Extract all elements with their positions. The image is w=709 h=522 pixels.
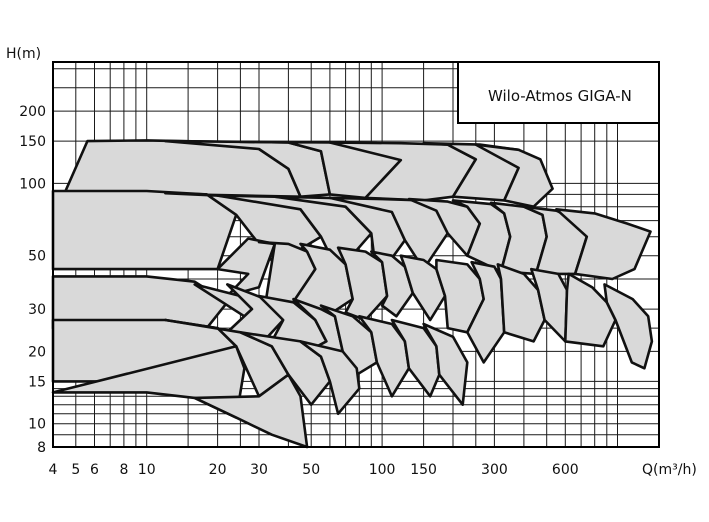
x-tick-label: 300 — [481, 462, 508, 478]
pump-field-43 — [193, 373, 309, 449]
y-tick-label: 30 — [28, 302, 46, 318]
y-tick-label: 8 — [37, 440, 46, 456]
pump-field-27 — [564, 272, 617, 348]
pump-field-22 — [399, 254, 447, 322]
x-tick-label: 30 — [250, 462, 268, 478]
x-axis-label: Q(m³/h) — [642, 462, 697, 478]
plot-frame — [52, 61, 660, 448]
x-tick-label: 150 — [410, 462, 437, 478]
x-tick-label: 20 — [209, 462, 227, 478]
x-tick-label: 4 — [49, 462, 58, 478]
pump-field-36 — [390, 318, 441, 398]
y-tick-label: 150 — [19, 134, 46, 150]
pump-field-35 — [358, 315, 411, 398]
pump-field-21 — [370, 250, 415, 318]
y-tick-label: 50 — [28, 249, 46, 265]
pump-field-37 — [422, 322, 469, 406]
tick-labels: 4 5 6 8 10 20 30 50 100 150 300 600 200 150 100 50 30 20 1… — [19, 104, 578, 478]
legend-box: Wilo-Atmos GIGA-N — [457, 61, 660, 124]
pump-field-34 — [319, 304, 379, 376]
pump-field-28 — [603, 283, 654, 370]
y-tick-label: 20 — [28, 344, 46, 360]
x-tick-label: 10 — [138, 462, 156, 478]
pump-field-25 — [496, 263, 546, 343]
pump-field-6 — [474, 143, 554, 208]
y-tick-label: 100 — [19, 176, 46, 192]
x-tick-label: 8 — [119, 462, 128, 478]
x-tick-label: 5 — [71, 462, 80, 478]
y-axis-label: H(m) — [6, 46, 41, 62]
pump-field-7 — [51, 189, 238, 271]
y-tick-label: 15 — [28, 374, 46, 390]
pump-field-16 — [555, 208, 652, 281]
pump-field-41 — [299, 340, 361, 416]
x-tick-label: 100 — [369, 462, 396, 478]
x-tick-label: 50 — [302, 462, 320, 478]
y-tick-label: 200 — [19, 104, 46, 120]
x-tick-label: 600 — [552, 462, 579, 478]
legend-text: Wilo-Atmos GIGA-N — [488, 87, 632, 105]
pump-field-24 — [466, 260, 506, 364]
y-tick-label: 10 — [28, 417, 46, 433]
performance-fields — [51, 139, 654, 449]
x-tick-label: 6 — [90, 462, 99, 478]
